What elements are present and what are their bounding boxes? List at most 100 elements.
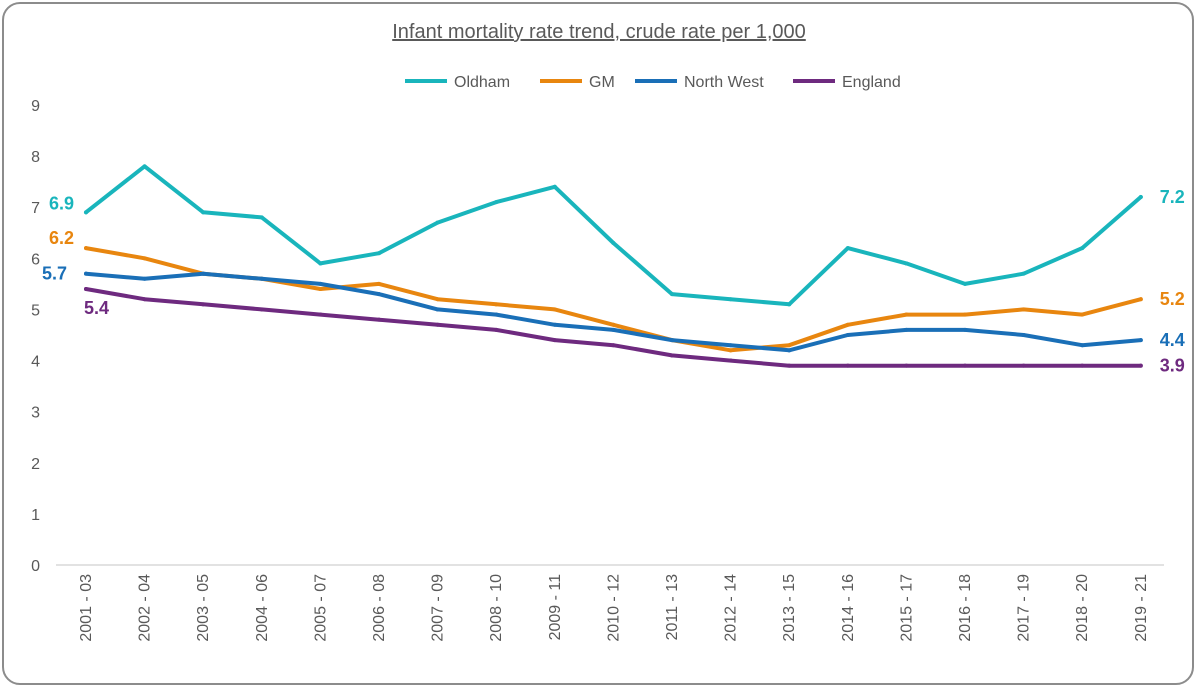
y-tick-label: 4 — [31, 354, 40, 371]
y-tick-label: 9 — [31, 98, 40, 115]
end-data-label: 5.2 — [1160, 289, 1185, 309]
data-point — [611, 322, 616, 327]
start-data-label: 6.2 — [49, 228, 74, 248]
x-tick-label: 2009 - 11 — [547, 574, 564, 641]
legend-label: North West — [684, 74, 764, 91]
series-line — [84, 287, 1143, 368]
data-point — [494, 327, 499, 332]
x-axis: 2001 - 03 2002 - 04 2003 - 05 2004 - 06 2005… — [56, 564, 1164, 642]
data-point — [318, 281, 323, 286]
data-point — [904, 363, 909, 368]
data-point — [845, 246, 850, 251]
data-point — [845, 363, 850, 368]
x-tick-label: 2005 - 07 — [312, 574, 329, 642]
data-point — [142, 297, 147, 302]
data-point — [84, 210, 88, 215]
data-point — [728, 297, 733, 302]
data-point — [377, 317, 381, 322]
x-tick-label: 2003 - 05 — [195, 574, 212, 642]
data-point — [377, 281, 381, 286]
data-point — [552, 338, 557, 343]
data-point — [201, 271, 206, 276]
data-point — [845, 322, 850, 327]
data-point — [552, 184, 557, 189]
y-tick-label: 3 — [31, 405, 40, 422]
x-tick-label: 2008 - 10 — [488, 574, 505, 642]
data-point — [494, 302, 499, 307]
data-point — [259, 215, 264, 220]
data-point — [84, 246, 88, 251]
y-tick-label: 2 — [31, 456, 40, 473]
data-point — [904, 261, 909, 266]
start-data-label: 6.9 — [49, 193, 74, 213]
data-point — [318, 287, 323, 291]
data-point — [1138, 195, 1143, 199]
series-line — [84, 246, 1143, 353]
data-point — [728, 358, 733, 363]
y-axis: 0 1 2 3 4 5 6 7 8 9 — [31, 98, 40, 575]
data-point — [1021, 333, 1026, 337]
data-point — [318, 312, 323, 317]
data-point — [552, 307, 557, 312]
series-lines — [84, 164, 1143, 368]
data-point — [1138, 297, 1143, 302]
y-tick-label: 5 — [31, 302, 40, 319]
data-point — [435, 297, 440, 302]
data-point — [670, 292, 674, 297]
data-point — [611, 343, 616, 348]
x-tick-label: 2013 - 15 — [781, 574, 798, 642]
y-tick-label: 8 — [31, 149, 40, 166]
data-point — [670, 353, 674, 358]
legend-label: GM — [589, 74, 615, 91]
legend-item: North West — [635, 74, 764, 91]
end-data-label: 4.4 — [1160, 330, 1185, 350]
data-point — [963, 312, 967, 317]
legend-item: Oldham — [405, 74, 510, 91]
data-point — [904, 312, 909, 317]
data-point — [435, 307, 440, 312]
legend-item: England — [793, 74, 901, 91]
data-point — [552, 322, 557, 327]
x-tick-label: 2019 - 21 — [1133, 574, 1150, 642]
data-point — [494, 312, 499, 317]
end-data-label: 7.2 — [1160, 187, 1185, 207]
data-point — [435, 220, 440, 225]
data-point — [201, 210, 206, 215]
x-tick-label: 2004 - 06 — [254, 574, 271, 642]
data-point — [728, 343, 733, 348]
data-point — [1021, 307, 1026, 312]
x-tick-label: 2001 - 03 — [78, 574, 95, 642]
data-point — [318, 261, 323, 266]
start-data-label: 5.7 — [42, 264, 67, 284]
chart-title: Infant mortality rate trend, crude rate … — [392, 21, 806, 43]
y-tick-label: 6 — [31, 251, 40, 268]
data-point — [1080, 363, 1085, 368]
data-point — [142, 164, 147, 169]
x-tick-label: 2007 - 09 — [430, 574, 447, 642]
data-point — [1021, 363, 1026, 368]
legend-label: England — [842, 74, 901, 91]
data-point — [963, 281, 967, 286]
data-labels: 6.9 7.2 6.2 5.2 5.7 4.4 5.4 3.9 — [42, 187, 1185, 376]
data-point — [259, 276, 264, 281]
data-point — [494, 200, 499, 205]
data-point — [435, 322, 440, 327]
data-point — [142, 256, 147, 261]
data-point — [1080, 246, 1085, 251]
x-tick-label: 2010 - 12 — [605, 574, 622, 642]
data-point — [904, 327, 909, 332]
data-point — [611, 241, 616, 245]
data-point — [1080, 312, 1085, 317]
start-data-label: 5.4 — [84, 298, 109, 318]
data-point — [963, 363, 967, 368]
data-point — [787, 363, 792, 368]
legend: Oldham GM North West England — [405, 74, 901, 91]
x-tick-label: 2014 - 16 — [840, 574, 857, 642]
data-point — [611, 327, 616, 332]
data-point — [787, 343, 792, 348]
x-tick-label: 2006 - 08 — [371, 574, 388, 642]
end-data-label: 3.9 — [1160, 356, 1185, 376]
series-line — [84, 164, 1143, 307]
legend-item: GM — [540, 74, 615, 91]
data-point — [963, 327, 967, 332]
